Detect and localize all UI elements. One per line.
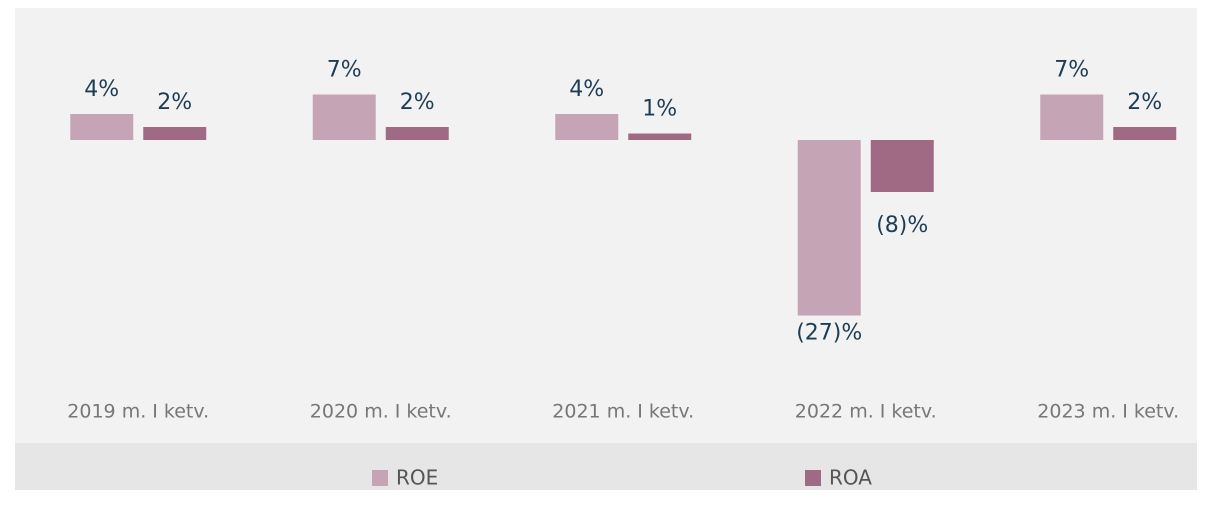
x-tick-label: 2020 m. I ketv. [310,401,452,423]
plot-background [15,8,1197,443]
bar [1113,127,1177,140]
data-label: 1% [642,97,677,122]
bar [555,114,619,140]
x-tick-label: 2021 m. I ketv. [552,401,694,423]
data-label: 7% [327,58,362,83]
bar [1040,94,1104,140]
x-tick-label: 2023 m. I ketv. [1037,401,1179,423]
legend-label: ROE [396,466,438,490]
data-label: 2% [157,90,192,115]
bar [70,114,134,140]
legend-swatch [805,470,821,486]
bar [385,127,449,140]
data-label: 4% [569,77,604,102]
legend-background [15,443,1197,490]
legend-label: ROA [829,466,872,490]
x-tick-label: 2022 m. I ketv. [795,401,937,423]
data-label: 7% [1054,58,1089,83]
legend-swatch [372,470,388,486]
bar [628,133,692,140]
x-tick-label: 2019 m. I ketv. [67,401,209,423]
data-label: (27)% [796,321,862,346]
data-label: (8)% [876,213,928,238]
data-label: 2% [400,90,435,115]
bar [312,94,376,140]
bar [143,127,207,140]
data-label: 4% [84,77,119,102]
data-label: 2% [1127,90,1162,115]
bar [870,140,934,192]
bar [797,140,861,316]
